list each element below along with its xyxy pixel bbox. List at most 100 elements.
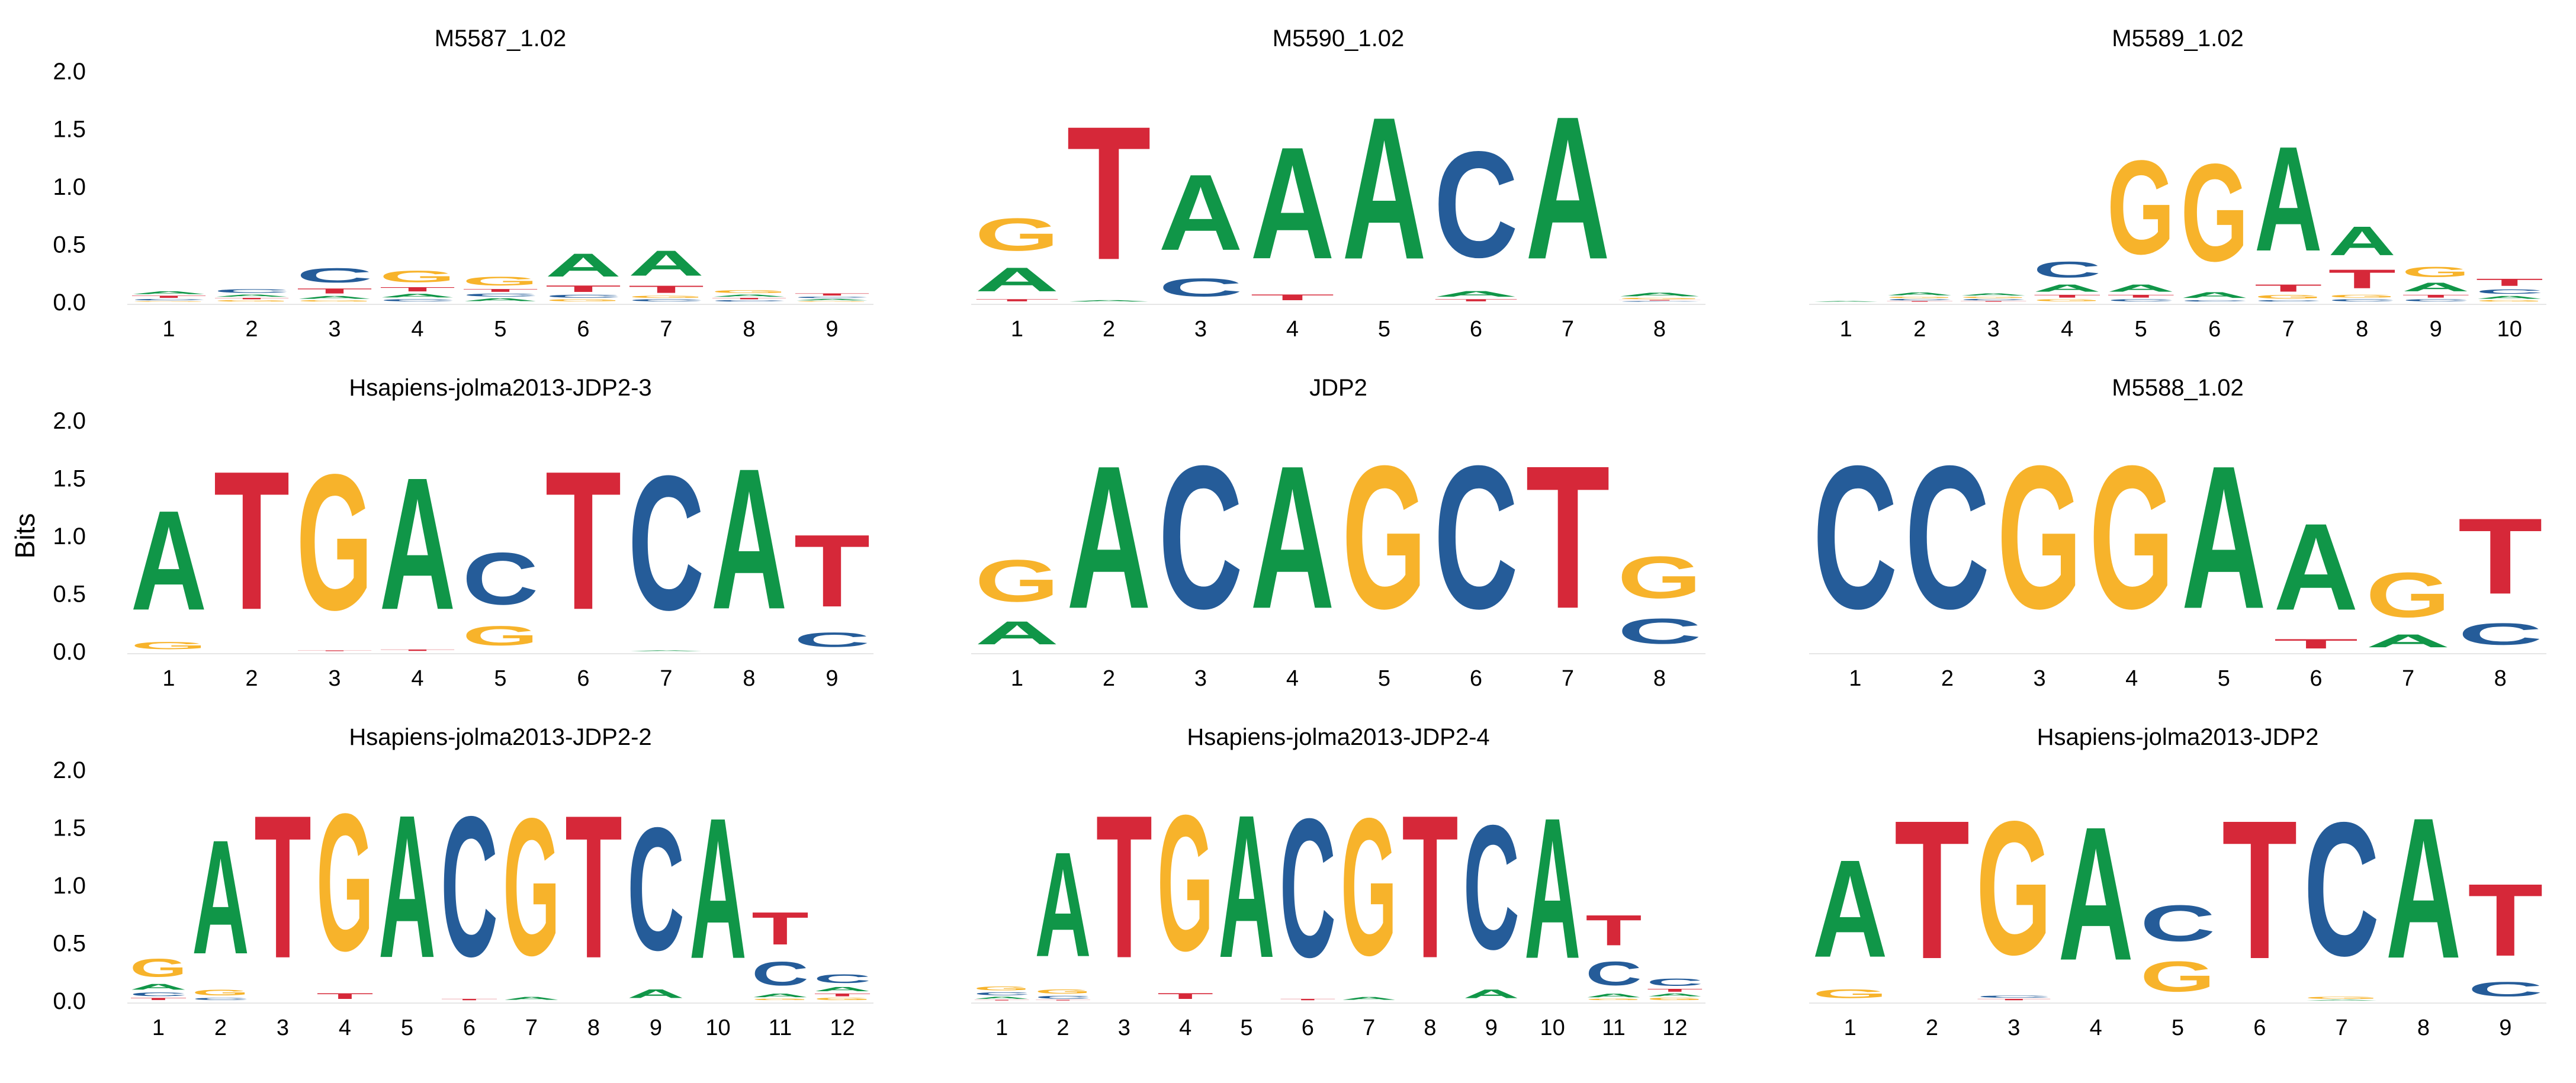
x-tick-label: 3 <box>1118 1015 1130 1040</box>
logo-letter-c: C <box>380 298 456 302</box>
panel-title: Hsapiens-jolma2013-JDP2 <box>2037 724 2319 750</box>
y-tick-label: 0.0 <box>53 988 86 1014</box>
logo-letter-a: A <box>1342 76 1427 302</box>
x-tick-label: 9 <box>826 666 838 691</box>
logo-letter-c: C <box>627 790 685 986</box>
logo-letter-g: G <box>1976 782 2051 995</box>
x-tick-label: 1 <box>162 666 175 691</box>
x-tick-label: 3 <box>328 317 341 342</box>
logo-letter-a: A <box>131 480 207 639</box>
logo-letter-t: T <box>1402 773 1458 1001</box>
logo-letter-t: T <box>254 772 311 1001</box>
logo-letter-c: C <box>462 293 539 297</box>
x-tick-label: 9 <box>2499 1015 2511 1040</box>
logo-letter-t: T <box>794 513 871 628</box>
x-tick-label: 1 <box>1849 666 1861 691</box>
x-tick-label: 2 <box>1941 666 1954 691</box>
x-tick-label: 1 <box>1011 666 1023 691</box>
logo-letter-t: T <box>1976 998 2051 1001</box>
logo-letter-a: A <box>1525 74 1610 302</box>
logo-letter-t: T <box>130 997 187 1001</box>
logo-letter-a: A <box>794 298 871 301</box>
logo-letter-a: A <box>814 986 871 993</box>
logo-letter-g: G <box>1035 988 1091 995</box>
x-tick-label: 5 <box>1378 317 1390 342</box>
x-tick-label: 5 <box>401 1015 413 1040</box>
x-tick-label: 10 <box>1540 1015 1565 1040</box>
logo-letter-c: C <box>1280 777 1336 998</box>
logo-panel: M5587_1.020.00.51.01.52.0GCTA1GTAC2GATC3… <box>53 25 873 342</box>
panel-title: Hsapiens-jolma2013-JDP2-4 <box>1187 724 1489 750</box>
logo-letter-a: A <box>1463 987 1520 1001</box>
x-tick-label: 8 <box>1653 317 1666 342</box>
logo-letter-c: C <box>441 775 498 998</box>
logo-letter-g: G <box>1342 423 1427 651</box>
logo-letter-g: G <box>2033 298 2101 302</box>
x-tick-label: 4 <box>2090 1015 2102 1040</box>
x-tick-label: 6 <box>1470 317 1482 342</box>
logo-letter-g: G <box>192 988 249 998</box>
logo-letter-c: C <box>462 537 539 621</box>
panel-title: Hsapiens-jolma2013-JDP2-2 <box>349 724 651 750</box>
logo-letter-t: T <box>1096 773 1152 1001</box>
x-tick-label: 9 <box>650 1015 662 1040</box>
logo-letter-c: C <box>2475 288 2543 295</box>
logo-letter-a: A <box>380 293 456 298</box>
x-tick-label: 3 <box>2033 666 2045 691</box>
x-tick-label: 12 <box>1662 1015 1687 1040</box>
logo-letter-a: A <box>975 261 1059 298</box>
logo-letter-t: T <box>1525 424 1610 651</box>
logo-letter-c: C <box>2402 298 2470 302</box>
x-tick-label: 4 <box>411 666 423 691</box>
logo-letter-g: G <box>751 998 809 1001</box>
x-tick-label: 9 <box>2430 317 2442 342</box>
logo-letter-a: A <box>711 294 788 297</box>
x-tick-label: 9 <box>1485 1015 1498 1040</box>
x-tick-label: 3 <box>1987 317 2000 342</box>
logo-letter-t: T <box>1617 300 1702 301</box>
logo-letter-t: T <box>380 649 456 651</box>
logo-letter-a: A <box>975 615 1059 651</box>
x-tick-label: 1 <box>1011 317 1023 342</box>
logo-letter-a: A <box>380 438 456 649</box>
logo-letter-a: A <box>1886 291 1954 296</box>
logo-letter-t: T <box>214 430 290 651</box>
panel-title: M5589_1.02 <box>2112 25 2243 52</box>
logo-letter-g: G <box>2089 423 2174 651</box>
x-tick-label: 2 <box>1926 1015 1938 1040</box>
x-tick-label: 3 <box>2008 1015 2020 1040</box>
x-tick-label: 7 <box>525 1015 538 1040</box>
logo-letter-g: G <box>1585 998 1642 1001</box>
x-tick-label: 2 <box>1103 666 1115 691</box>
logo-letter-c: C <box>1886 298 1954 301</box>
logo-letter-g: G <box>1886 296 1954 298</box>
logo-letter-g: G <box>2475 300 2543 302</box>
logo-letter-c: C <box>2033 257 2101 282</box>
x-tick-label: 8 <box>1653 666 1666 691</box>
logo-letter-c: C <box>1158 423 1243 651</box>
x-tick-label: 7 <box>2282 317 2295 342</box>
logo-letter-a: A <box>2182 423 2266 651</box>
logo-letter-a: A <box>689 776 747 1001</box>
x-tick-label: 4 <box>1286 317 1299 342</box>
x-tick-label: 12 <box>830 1015 855 1040</box>
logo-letter-t: T <box>711 297 788 300</box>
logo-letter-t: T <box>462 288 539 293</box>
logo-letter-c: C <box>1035 995 1091 1000</box>
logo-letter-c: C <box>1585 955 1642 992</box>
x-tick-label: 8 <box>587 1015 600 1040</box>
logo-letter-a: A <box>2366 631 2450 651</box>
logo-letter-g: G <box>1617 297 1702 300</box>
logo-letter-c: C <box>2458 617 2543 651</box>
x-tick-label: 1 <box>995 1015 1008 1040</box>
logo-letter-a: A <box>2304 1000 2379 1001</box>
logo-letter-t: T <box>1647 988 1703 993</box>
x-tick-label: 6 <box>2253 1015 2266 1040</box>
logo-panels: M5587_1.020.00.51.01.52.0GCTA1GTAC2GATC3… <box>53 25 2546 1040</box>
logo-panel: Hsapiens-jolma2013-JDP2-2 0.0 0.5 1.0 1.5 2.0… <box>53 724 873 1040</box>
logo-letter-g: G <box>130 953 187 982</box>
logo-letter-t: T <box>545 284 622 294</box>
x-tick-label: 10 <box>705 1015 730 1040</box>
logo-letter-c: C <box>628 436 705 650</box>
